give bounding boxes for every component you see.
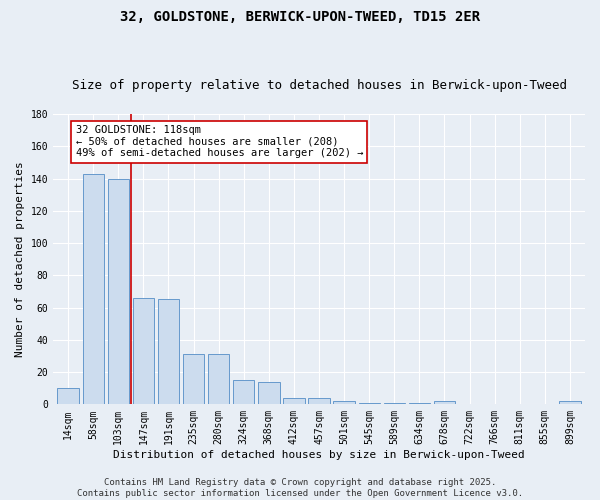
Bar xyxy=(359,402,380,404)
Text: Contains HM Land Registry data © Crown copyright and database right 2025.
Contai: Contains HM Land Registry data © Crown c… xyxy=(77,478,523,498)
Bar xyxy=(83,174,104,404)
Bar xyxy=(283,398,305,404)
Bar xyxy=(434,401,455,404)
Bar xyxy=(233,380,254,404)
Bar xyxy=(183,354,204,405)
X-axis label: Distribution of detached houses by size in Berwick-upon-Tweed: Distribution of detached houses by size … xyxy=(113,450,525,460)
Bar xyxy=(334,401,355,404)
Text: 32, GOLDSTONE, BERWICK-UPON-TWEED, TD15 2ER: 32, GOLDSTONE, BERWICK-UPON-TWEED, TD15 … xyxy=(120,10,480,24)
Y-axis label: Number of detached properties: Number of detached properties xyxy=(15,162,25,357)
Bar xyxy=(258,382,280,404)
Bar xyxy=(409,402,430,404)
Bar xyxy=(158,300,179,405)
Bar xyxy=(308,398,329,404)
Bar xyxy=(58,388,79,404)
Bar xyxy=(107,178,129,404)
Title: Size of property relative to detached houses in Berwick-upon-Tweed: Size of property relative to detached ho… xyxy=(71,79,566,92)
Bar xyxy=(133,298,154,405)
Bar xyxy=(383,402,405,404)
Bar xyxy=(559,401,581,404)
Text: 32 GOLDSTONE: 118sqm
← 50% of detached houses are smaller (208)
49% of semi-deta: 32 GOLDSTONE: 118sqm ← 50% of detached h… xyxy=(76,126,363,158)
Bar xyxy=(208,354,229,405)
